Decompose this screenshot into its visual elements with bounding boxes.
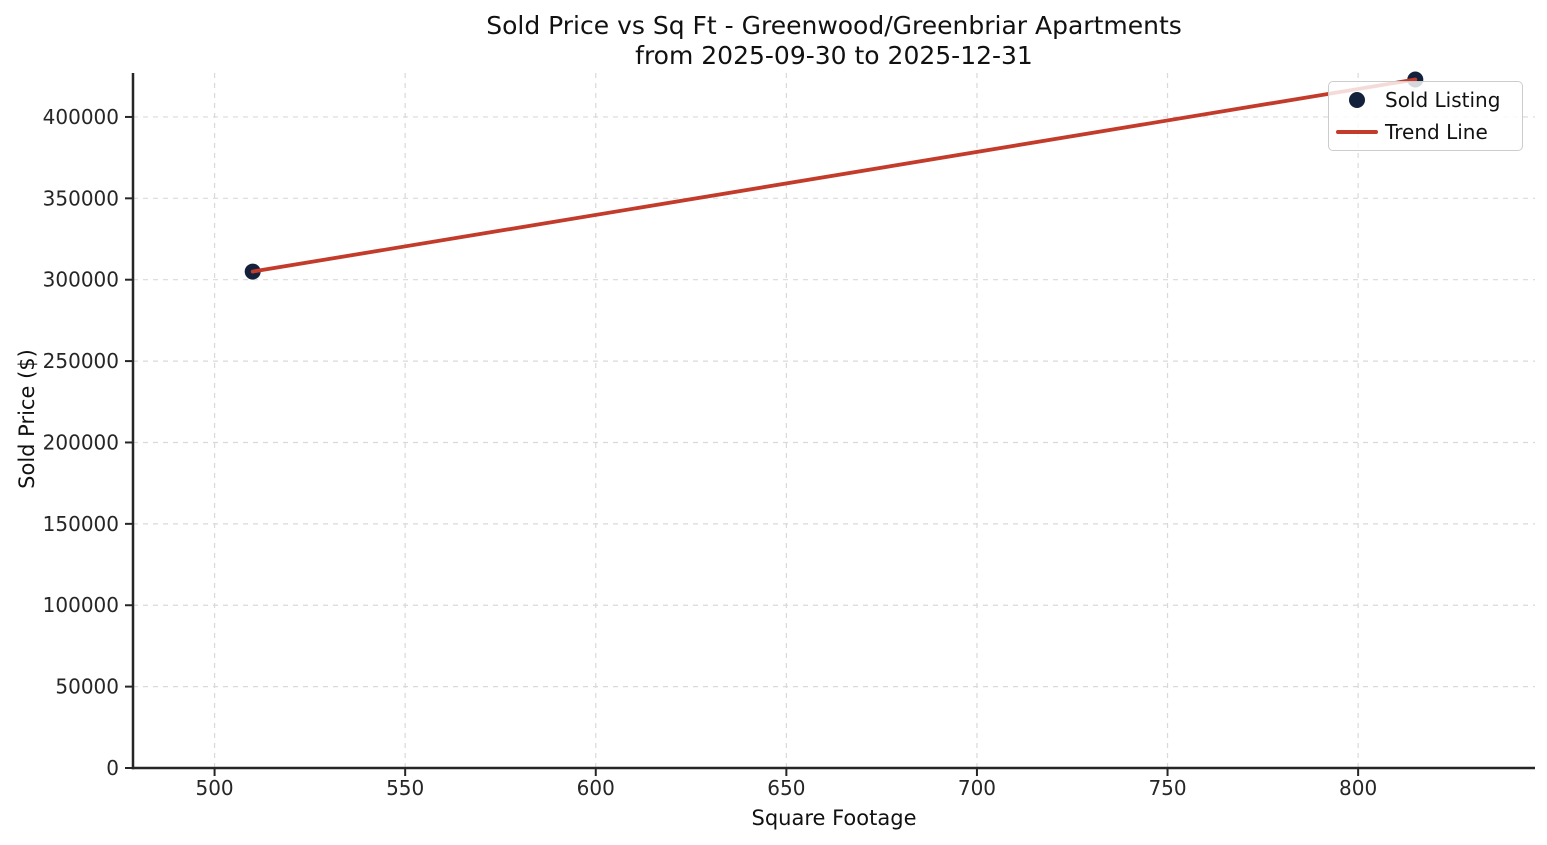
y-tick-label: 0 <box>106 756 119 780</box>
legend-label: Sold Listing <box>1385 88 1501 112</box>
y-tick-label: 300000 <box>43 268 119 292</box>
x-tick-label: 750 <box>1148 776 1186 800</box>
legend-item-trend-line: Trend Line <box>1329 118 1522 146</box>
y-tick-label: 50000 <box>55 675 119 699</box>
chart-title: Sold Price vs Sq Ft - Greenwood/Greenbri… <box>133 11 1535 71</box>
x-axis-label: Square Footage <box>751 806 917 830</box>
x-tick-label: 600 <box>577 776 615 800</box>
y-axis-label: Sold Price ($) <box>15 349 39 489</box>
legend-item-sold-listing: Sold Listing <box>1329 86 1522 114</box>
y-tick-label: 100000 <box>43 593 119 617</box>
y-tick-label: 150000 <box>43 512 119 536</box>
scatter-marker-icon <box>1349 92 1365 108</box>
legend: Sold Listing Trend Line <box>1328 81 1523 151</box>
chart-title-line2: from 2025-09-30 to 2025-12-31 <box>635 41 1033 70</box>
y-tick-label: 400000 <box>43 105 119 129</box>
trend-line-icon <box>1336 130 1378 134</box>
x-tick-label: 800 <box>1339 776 1377 800</box>
x-tick-label: 500 <box>195 776 233 800</box>
trend-line <box>250 77 1418 274</box>
legend-marker-cell <box>1329 92 1385 108</box>
x-tick-label: 700 <box>958 776 996 800</box>
chart-title-line1: Sold Price vs Sq Ft - Greenwood/Greenbri… <box>486 11 1182 40</box>
x-tick-label: 650 <box>767 776 805 800</box>
legend-label: Trend Line <box>1385 120 1488 144</box>
x-tick-label: 550 <box>386 776 424 800</box>
y-tick-label: 200000 <box>43 430 119 454</box>
y-tick-label: 350000 <box>43 186 119 210</box>
y-tick-label: 250000 <box>43 349 119 373</box>
legend-marker-cell <box>1329 130 1385 134</box>
